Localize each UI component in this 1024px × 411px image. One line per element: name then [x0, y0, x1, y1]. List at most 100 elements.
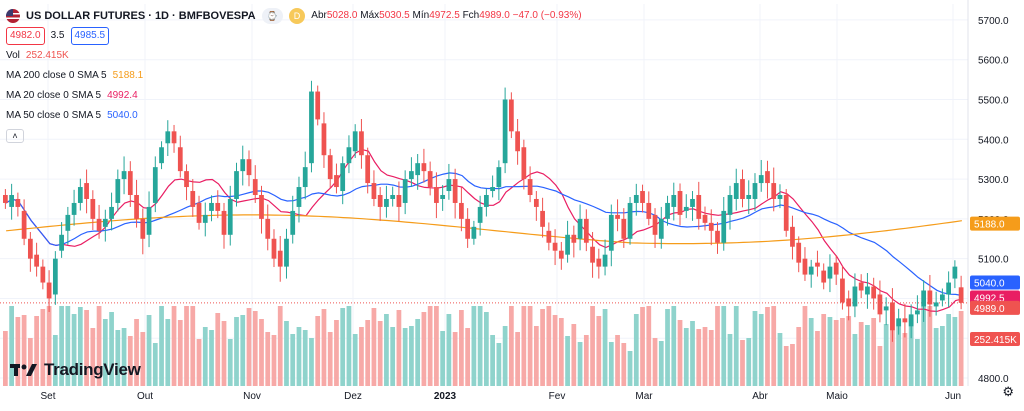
- volume-bar: [565, 336, 570, 386]
- volume-bar: [890, 312, 895, 386]
- volume-bar: [640, 307, 645, 386]
- candle-body: [658, 218, 664, 239]
- candle-body: [65, 214, 71, 231]
- candle-body: [371, 183, 377, 199]
- volume-bar: [302, 330, 308, 386]
- ma20-legend[interactable]: MA 20 close 0 SMA 5 4992.4: [6, 86, 582, 106]
- candle-body: [352, 131, 358, 152]
- volume-bar: [696, 329, 702, 386]
- delay-badge[interactable]: D: [288, 8, 306, 24]
- volume-bar: [65, 306, 71, 386]
- candle-body: [671, 195, 677, 207]
- candle-body: [27, 238, 33, 259]
- price-label: 4989.0: [970, 300, 1020, 315]
- candle-body: [290, 210, 296, 235]
- volume-bar: [708, 330, 714, 386]
- volume-bar: [52, 335, 58, 386]
- candle-body: [184, 171, 189, 188]
- symbol-title[interactable]: US DOLLAR FUTURES · 1D · BMFBOVESPA: [26, 10, 256, 22]
- candle-body: [252, 179, 258, 195]
- volume-bar: [627, 351, 633, 386]
- candle-body: [302, 167, 308, 188]
- collapse-legend-icon[interactable]: ˄: [6, 129, 24, 143]
- tradingview-logo[interactable]: TradingView: [10, 360, 141, 380]
- candle-body: [477, 206, 483, 223]
- ask-button[interactable]: 4985.5: [70, 27, 110, 45]
- volume-legend[interactable]: Vol 252.415K: [6, 46, 582, 66]
- volume-bar: [752, 311, 758, 386]
- volume-bar: [152, 343, 158, 386]
- price-label-box: [970, 275, 1020, 290]
- candle-body: [583, 218, 589, 243]
- price-label-text: 5040.0: [974, 279, 1005, 290]
- price-tick-label: 5700.0: [978, 16, 1009, 27]
- price-label: 252.415K: [970, 332, 1020, 346]
- volume-bar: [3, 331, 8, 386]
- candle-body: [52, 258, 58, 295]
- ohlc-values: Abr5028.0 Máx5030.5 Mín4972.5 Fch4989.0 …: [311, 9, 581, 23]
- candle-body: [683, 206, 689, 211]
- price-label-text: 4992.5: [974, 293, 1005, 304]
- volume-bar: [259, 319, 264, 386]
- candle-body: [783, 195, 789, 231]
- candle-body: [646, 202, 652, 219]
- volume-bar: [583, 335, 589, 386]
- candle-body: [958, 287, 964, 303]
- ma200-legend[interactable]: MA 200 close 0 SMA 5 5188.1: [6, 66, 582, 86]
- candle-body: [627, 202, 633, 239]
- time-axis: Set Out Nov Dez 2023 Fev Mar Abr Maio Jun: [40, 391, 961, 402]
- candle-body: [908, 314, 914, 327]
- candle-body: [602, 254, 608, 267]
- grid-lines: [0, 4, 968, 386]
- time-tick-label: Mar: [635, 391, 653, 402]
- high-value: 5030.5: [379, 10, 410, 21]
- settings-gear-icon[interactable]: ⚙: [1002, 384, 1014, 399]
- volume-bar: [946, 314, 952, 386]
- bid-button[interactable]: 4982.0: [6, 27, 45, 45]
- candle-body: [321, 123, 327, 156]
- candle-body: [940, 294, 945, 301]
- volume-bar: [521, 306, 527, 386]
- candle-body: [340, 163, 346, 192]
- candle-body: [77, 187, 83, 203]
- candle-body: [15, 198, 21, 207]
- volume-bar: [440, 331, 446, 386]
- change-value: −47.0 (−0.93%): [512, 10, 582, 21]
- candle-body: [771, 183, 777, 199]
- market-status-icon[interactable]: ⌚: [261, 8, 283, 24]
- candle-body: [577, 218, 583, 239]
- price-label-text: 4989.0: [974, 304, 1005, 315]
- candle-body: [215, 202, 221, 211]
- volume-bar: [315, 316, 321, 386]
- volume-bar: [109, 312, 114, 386]
- low-label: Mín: [412, 10, 430, 21]
- time-tick-label: Nov: [243, 391, 261, 402]
- volume-bar: [515, 332, 520, 386]
- volume-bar: [252, 311, 258, 386]
- volume-bar: [365, 320, 371, 386]
- candle-body: [490, 187, 495, 192]
- volume-bar: [234, 317, 239, 386]
- candle-body: [40, 266, 46, 283]
- volume-bar: [927, 306, 933, 386]
- candles: [3, 80, 964, 342]
- open-label: Abr: [311, 10, 327, 21]
- ma200-label: MA 200 close 0 SMA 5: [6, 70, 107, 81]
- candle-body: [696, 195, 702, 219]
- volume-bar: [571, 324, 577, 386]
- volume-bar: [815, 331, 820, 386]
- ma50-legend[interactable]: MA 50 close 0 SMA 5 5040.0: [6, 106, 582, 126]
- spread-value: 3.5: [50, 30, 65, 41]
- candle-body: [896, 318, 902, 327]
- candle-body: [565, 234, 570, 255]
- candle-body: [777, 195, 783, 199]
- time-tick-label: Out: [137, 391, 153, 402]
- volume-bar: [427, 306, 433, 386]
- tradingview-logo-icon: [10, 364, 37, 376]
- price-tick-label: 5600.0: [978, 56, 1009, 67]
- candle-body: [196, 202, 202, 223]
- volume-bar: [359, 327, 364, 386]
- volume-bar: [921, 306, 927, 386]
